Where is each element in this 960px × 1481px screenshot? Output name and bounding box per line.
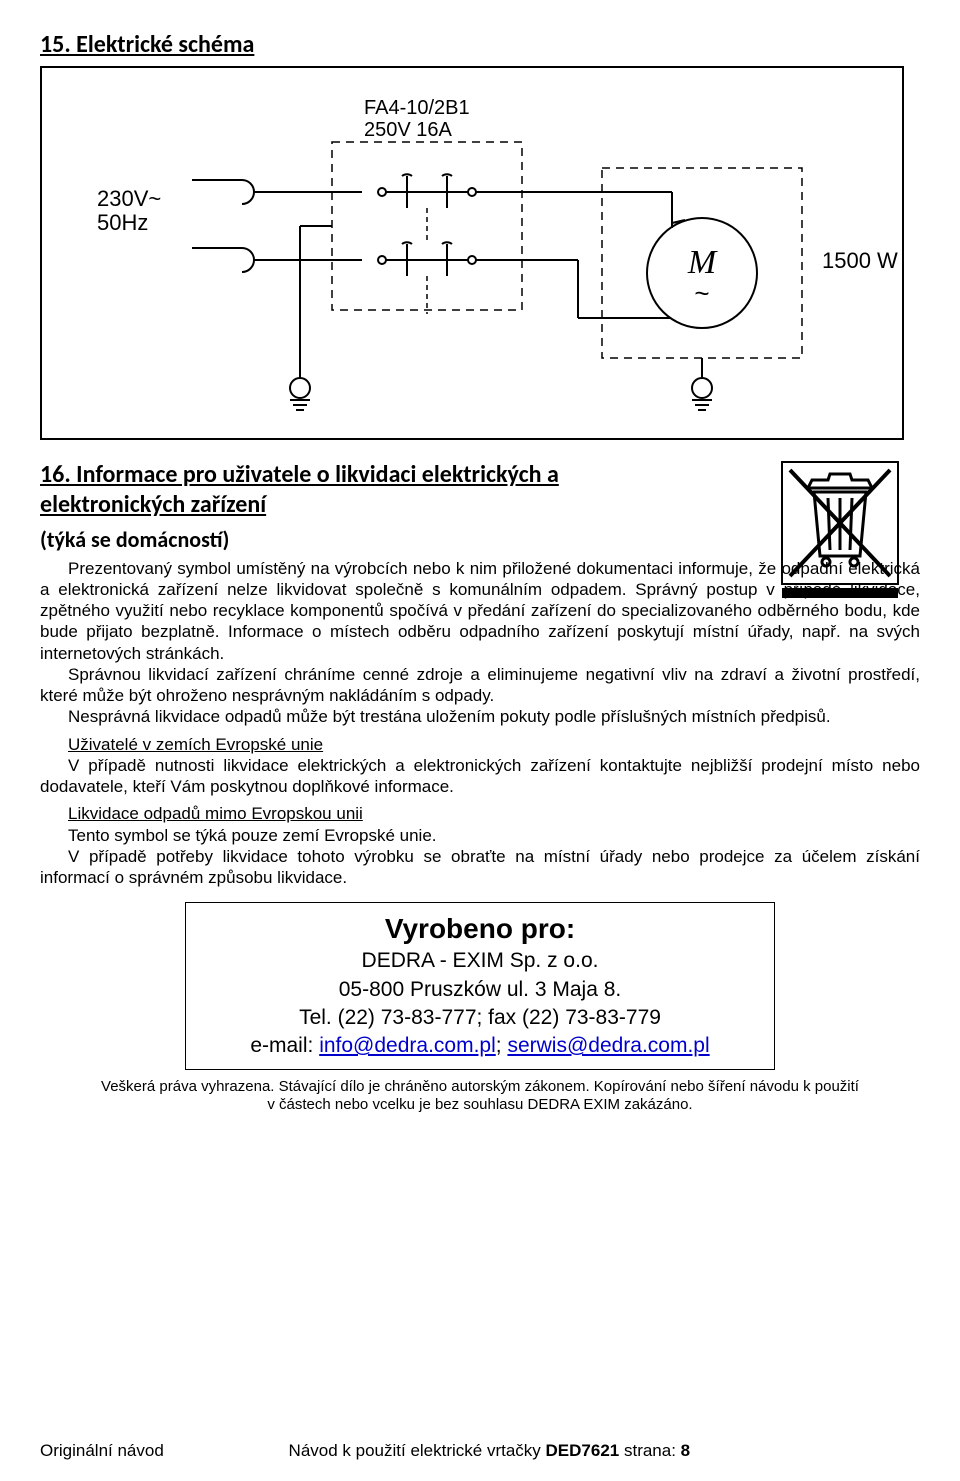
electrical-schema-diagram: 230V~ 50Hz FA4-10/2B1 250V 16A M ~ 1500 …: [40, 66, 904, 440]
motor-ac-symbol: ~: [694, 278, 709, 308]
copyright-text: Veškerá práva vyhrazena. Stávající dílo …: [40, 1078, 920, 1114]
footer-page-number: 8: [681, 1441, 690, 1460]
copyright-line-2: v částech nebo vcelku je bez souhlasu DE…: [267, 1096, 692, 1113]
email-prefix: e-mail:: [250, 1034, 319, 1057]
wattage-label: 1500 W: [822, 248, 898, 273]
contact-box: Vyrobeno pro: DEDRA - EXIM Sp. z o.o. 05…: [185, 902, 775, 1070]
motor-letter: M: [687, 244, 718, 281]
section-15-title: 15. Elektrické schéma: [40, 30, 920, 60]
noneu-para-2: V případě potřeby likvidace tohoto výrob…: [40, 846, 920, 889]
switch-label-1: FA4-10/2B1: [364, 97, 470, 119]
schema-label-power-line2: 50Hz: [97, 210, 148, 235]
footer-mid-prefix: Návod k použití elektrické vrtačky: [289, 1441, 546, 1460]
schema-label-power-line1: 230V~: [97, 186, 161, 211]
footer-model: DED7621: [546, 1441, 620, 1460]
section-16-title: 16. Informace pro uživatele o likvidaci …: [40, 460, 620, 520]
email-link-1[interactable]: info@dedra.com.pl: [319, 1034, 496, 1057]
noneu-heading: Likvidace odpadů mimo Evropskou unii: [68, 804, 363, 823]
page-footer: Originální návod Návod k použití elektri…: [40, 1440, 920, 1461]
switch-label-2: 250V 16A: [364, 119, 453, 141]
eu-para: V případě nutnosti likvidace elektrickýc…: [40, 755, 920, 798]
footer-page-prefix: strana:: [619, 1441, 680, 1460]
section-16-para-2: Správnou likvidací zařízení chráníme cen…: [40, 664, 920, 707]
email-link-2[interactable]: serwis@dedra.com.pl: [507, 1034, 709, 1057]
company-phone: Tel. (22) 73-83-777; fax (22) 73-83-779: [200, 1005, 760, 1031]
company-name: DEDRA - EXIM Sp. z o.o.: [200, 948, 760, 974]
noneu-para-1: Tento symbol se týká pouze zemí Evropské…: [40, 825, 920, 846]
company-email-line: e-mail: info@dedra.com.pl; serwis@dedra.…: [200, 1033, 760, 1059]
footer-left: Originální návod: [40, 1441, 164, 1460]
weee-crossed-bin-icon: [780, 460, 900, 600]
copyright-line-1: Veškerá práva vyhrazena. Stávající dílo …: [101, 1078, 859, 1095]
made-for-label: Vyrobeno pro:: [200, 911, 760, 946]
eu-heading: Uživatelé v zemích Evropské unie: [68, 735, 323, 754]
company-address: 05-800 Pruszków ul. 3 Maja 8.: [200, 977, 760, 1003]
section-16-para-3: Nesprávná likvidace odpadů může být tres…: [40, 706, 920, 727]
email-sep: ;: [496, 1034, 508, 1057]
